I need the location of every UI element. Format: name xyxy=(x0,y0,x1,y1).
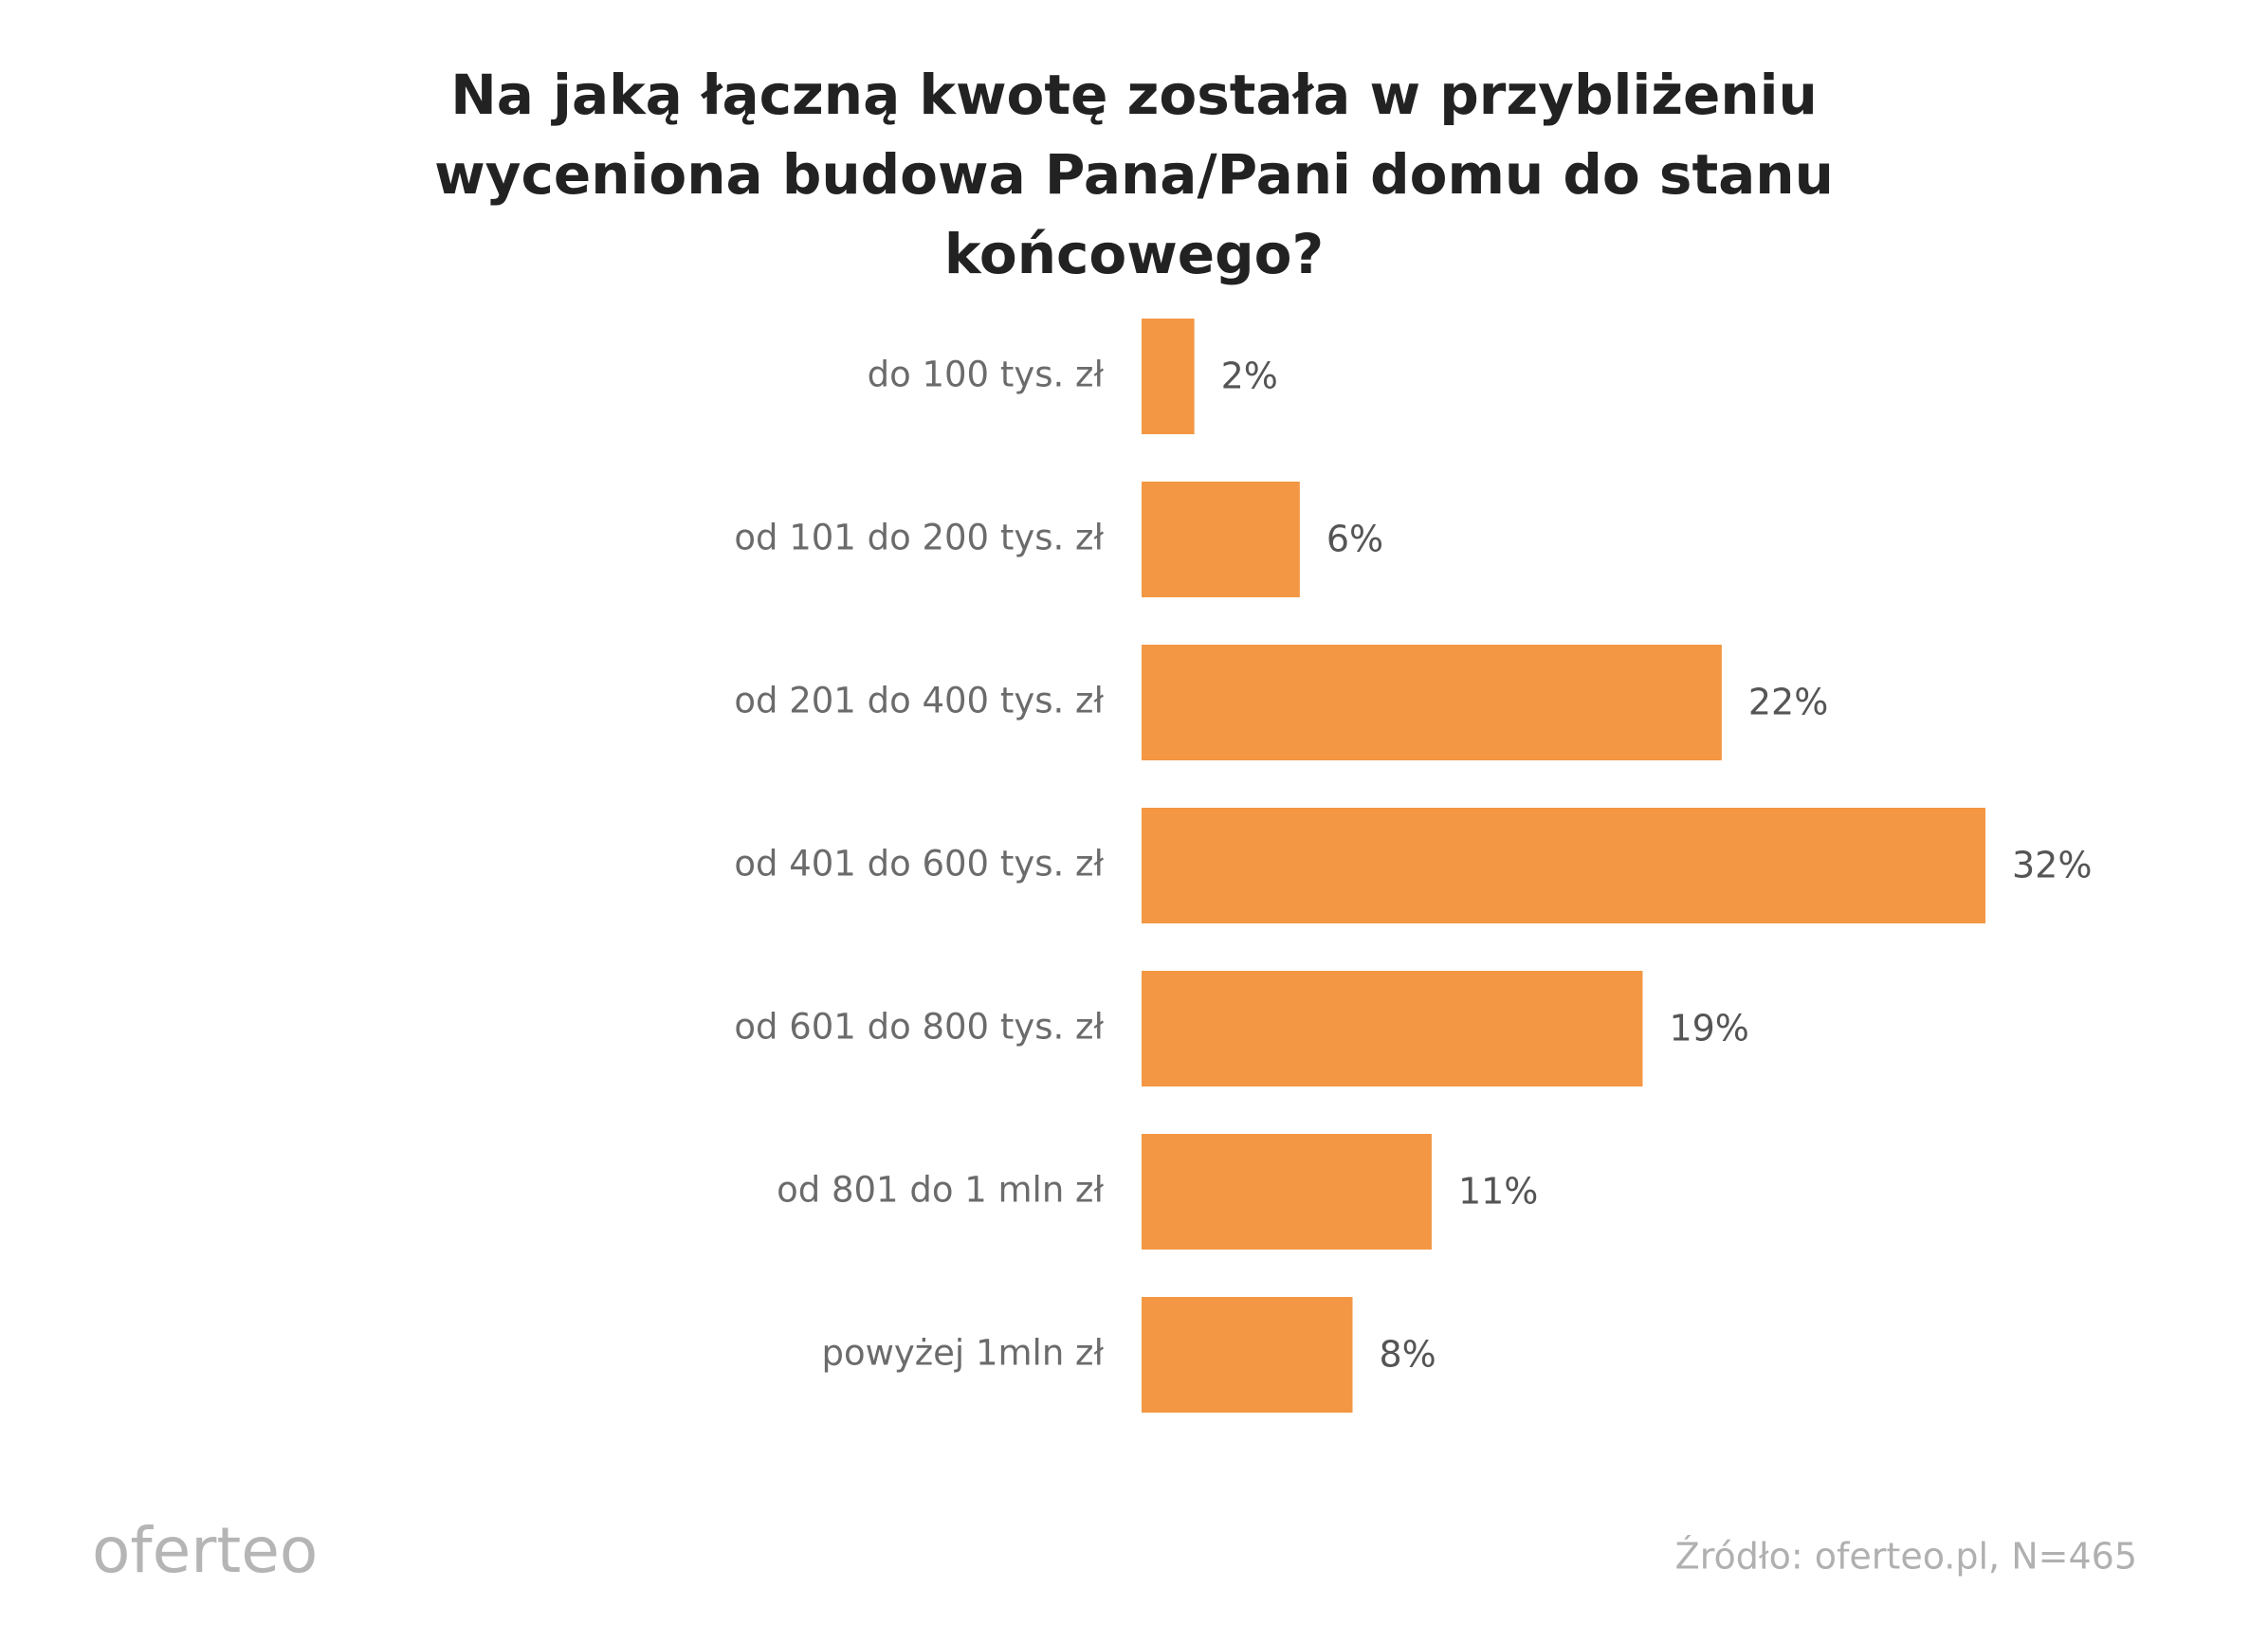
bar xyxy=(1142,971,1643,1086)
bar xyxy=(1142,1297,1353,1413)
value-label: 19% xyxy=(1669,1008,1748,1050)
bar xyxy=(1142,1134,1432,1250)
value-label: 11% xyxy=(1458,1171,1538,1213)
category-label: od 601 do 800 tys. zł xyxy=(734,1007,1104,1048)
bar xyxy=(1142,319,1195,434)
bar xyxy=(1142,482,1300,597)
category-label: od 101 do 200 tys. zł xyxy=(734,518,1104,558)
chart-title: Na jaką łączną kwotę została w przybliże… xyxy=(434,63,1834,286)
source: Źródło: oferteo.pl, N=465 xyxy=(1675,1536,2137,1578)
value-label: 6% xyxy=(1326,519,1383,560)
bar xyxy=(1142,645,1722,760)
value-label: 2% xyxy=(1221,356,1278,397)
category-label: od 801 do 1 mln zł xyxy=(777,1170,1104,1211)
category-label: powyżej 1mln zł xyxy=(821,1333,1104,1374)
category-label: do 100 tys. zł xyxy=(868,355,1105,395)
value-label: 22% xyxy=(1748,682,1828,723)
value-label: 8% xyxy=(1380,1334,1436,1376)
bar xyxy=(1142,808,1985,923)
category-label: od 401 do 600 tys. zł xyxy=(734,844,1104,885)
category-label: od 201 do 400 tys. zł xyxy=(734,681,1104,721)
value-label: 32% xyxy=(2012,845,2092,886)
brand-logo: oferteo xyxy=(92,1514,318,1587)
